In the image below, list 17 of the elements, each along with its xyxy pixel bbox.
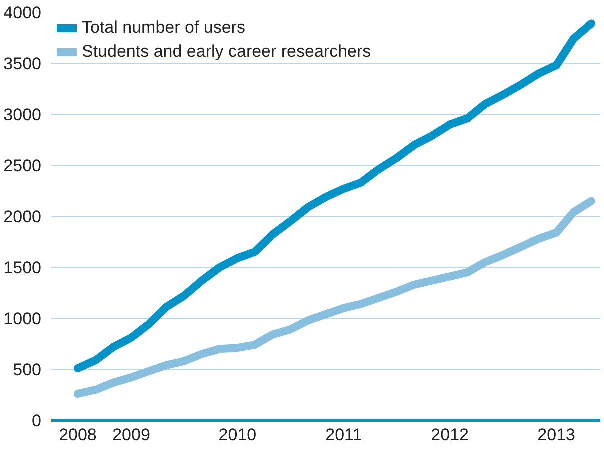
y-tick-label: 3500 xyxy=(4,54,42,74)
y-tick-label: 1500 xyxy=(4,258,42,278)
y-tick-label: 3000 xyxy=(4,106,42,124)
legend-label: Students and early career researchers xyxy=(82,42,372,62)
x-tick-label: 2008 xyxy=(59,426,97,444)
x-tick-label: 2013 xyxy=(538,426,576,444)
y-tick-label: 2500 xyxy=(4,156,42,176)
y-tick-label: 1000 xyxy=(4,310,42,328)
x-tick-label: 2011 xyxy=(326,426,362,444)
legend-label: Total number of users xyxy=(82,18,246,38)
y-tick-label: 500 xyxy=(13,360,42,380)
y-tick-label: 0 xyxy=(32,412,42,430)
x-tick-label: 2012 xyxy=(431,426,470,444)
y-tick-label: 2000 xyxy=(4,208,42,226)
x-tick-label: 2010 xyxy=(218,426,257,444)
y-tick-label: 4000 xyxy=(4,4,42,22)
x-tick-label: 2009 xyxy=(112,426,150,444)
